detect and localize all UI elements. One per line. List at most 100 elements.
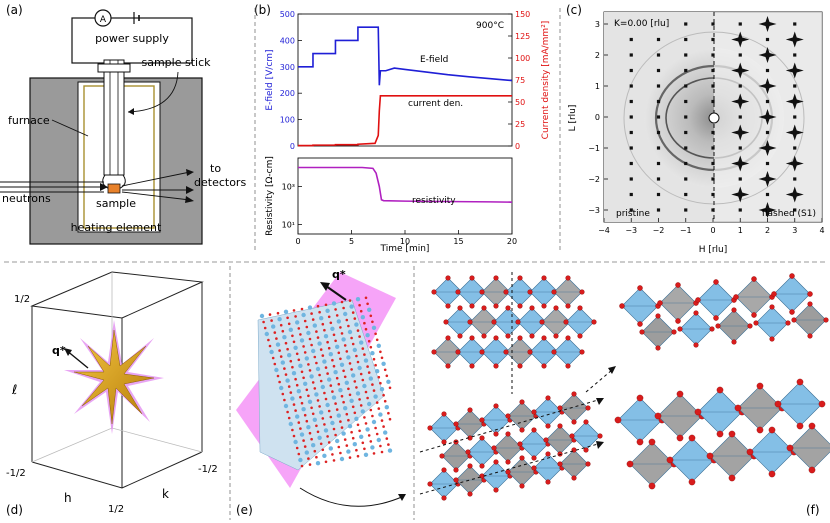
- e-atom: [371, 383, 374, 386]
- c-peak: [785, 155, 804, 172]
- e-atom: [304, 356, 309, 361]
- f-oxygen-atom: [637, 321, 643, 327]
- c-peak: [656, 161, 661, 166]
- e-atom: [329, 415, 333, 419]
- ammeter-icon: [94, 9, 112, 27]
- e-atom: [324, 397, 328, 401]
- e-atom: [331, 390, 334, 393]
- e-atom: [328, 352, 333, 357]
- f-oxygen-atom: [445, 335, 451, 341]
- panel-d-label: (d): [6, 503, 23, 517]
- f-oxygen-atom: [491, 319, 497, 325]
- f-oxygen-atom: [493, 335, 499, 341]
- c-peak: [793, 22, 797, 26]
- e-atom: [355, 297, 361, 302]
- e-atom: [335, 376, 339, 380]
- c-peak: [785, 31, 804, 48]
- c-peak: [731, 186, 750, 203]
- f-oxygen-atom: [733, 294, 739, 300]
- d-top-half: 1/2: [14, 294, 30, 305]
- f-oxygen-atom: [467, 407, 473, 413]
- e-atom: [363, 452, 369, 457]
- e-atom: [259, 313, 265, 319]
- e-atom: [371, 320, 374, 324]
- d-q-label: q*: [52, 344, 66, 357]
- f-oxygen-atom: [751, 276, 757, 282]
- f-oxygen-atom: [455, 289, 461, 295]
- f-oxygen-atom: [565, 363, 571, 369]
- e-atom: [360, 409, 365, 414]
- e-atom: [283, 398, 286, 402]
- f-oxygen-atom: [695, 297, 701, 303]
- c-peak: [793, 53, 797, 57]
- f-oxygen-atom: [529, 333, 535, 339]
- e-atom: [294, 409, 297, 412]
- e-atom: [291, 334, 294, 338]
- heating-element-label: heating element: [71, 221, 162, 234]
- f-oxygen-atom: [796, 378, 804, 386]
- c-ytick-label: 3: [595, 20, 600, 29]
- f-oxygen-atom: [445, 275, 451, 281]
- e-atom: [365, 333, 370, 338]
- c-peak: [731, 62, 750, 79]
- e-atom: [310, 437, 313, 441]
- e-atom: [347, 424, 353, 429]
- e-atom: [341, 431, 346, 436]
- f-oxygen-atom: [636, 394, 644, 402]
- f-oxygen-atom: [769, 304, 775, 310]
- e-atom: [351, 311, 355, 314]
- e-atom: [307, 305, 313, 310]
- f-oxygen-atom: [479, 463, 485, 469]
- e-atom: [383, 399, 387, 403]
- c-peak: [684, 177, 688, 181]
- e-atom: [387, 411, 390, 415]
- f-oxygen-atom: [505, 333, 511, 339]
- f-oxygen-atom: [709, 326, 715, 332]
- e-atom: [315, 366, 321, 372]
- e-atom: [317, 341, 322, 346]
- c-k-label: K=0.00 [rlu]: [614, 19, 669, 29]
- c-peak: [758, 47, 777, 63]
- f-oxygen-atom: [583, 447, 589, 453]
- e-atom: [280, 360, 285, 365]
- e-atom: [298, 363, 303, 368]
- e-atom: [356, 360, 360, 364]
- e-atom: [295, 352, 299, 356]
- e-atom: [355, 386, 358, 389]
- e-atom: [321, 322, 325, 326]
- e-atom: [299, 432, 305, 437]
- f-oxygen-atom: [479, 349, 485, 355]
- e-atom: [343, 406, 348, 411]
- e-atom: [309, 374, 314, 379]
- e-atom: [379, 381, 382, 385]
- f-structure-top: [431, 275, 597, 369]
- e-atom: [287, 353, 292, 358]
- e-atom: [297, 327, 301, 330]
- f-oxygen-atom: [713, 315, 719, 321]
- e-atom: [299, 427, 302, 430]
- f-oxygen-atom: [657, 300, 663, 306]
- b-y-left-bottom-label: Resistivity [Ω-cm]: [265, 156, 275, 236]
- c-xtick-label: −3: [625, 226, 637, 235]
- e-atom: [288, 421, 293, 427]
- e-lattice: [259, 296, 393, 468]
- c-peak: [758, 202, 777, 218]
- c-peak: [758, 140, 777, 156]
- panel-f: (f): [419, 272, 830, 517]
- c-peak: [758, 78, 777, 94]
- f-oxygen-atom: [619, 303, 625, 309]
- e-atom: [348, 299, 352, 302]
- e-atom: [332, 427, 336, 431]
- f-oxygen-atom: [796, 422, 804, 430]
- f-oxygen-atom: [479, 417, 485, 423]
- e-atom: [330, 420, 335, 426]
- e-atom: [322, 453, 327, 458]
- e-q-label: q*: [332, 268, 346, 281]
- e-atom: [335, 408, 339, 411]
- panel-e: q* (e): [236, 268, 406, 517]
- f-oxygen-atom: [563, 319, 569, 325]
- e-atom: [308, 369, 312, 372]
- f-oxygen-atom: [585, 405, 591, 411]
- e-atom: [339, 420, 342, 423]
